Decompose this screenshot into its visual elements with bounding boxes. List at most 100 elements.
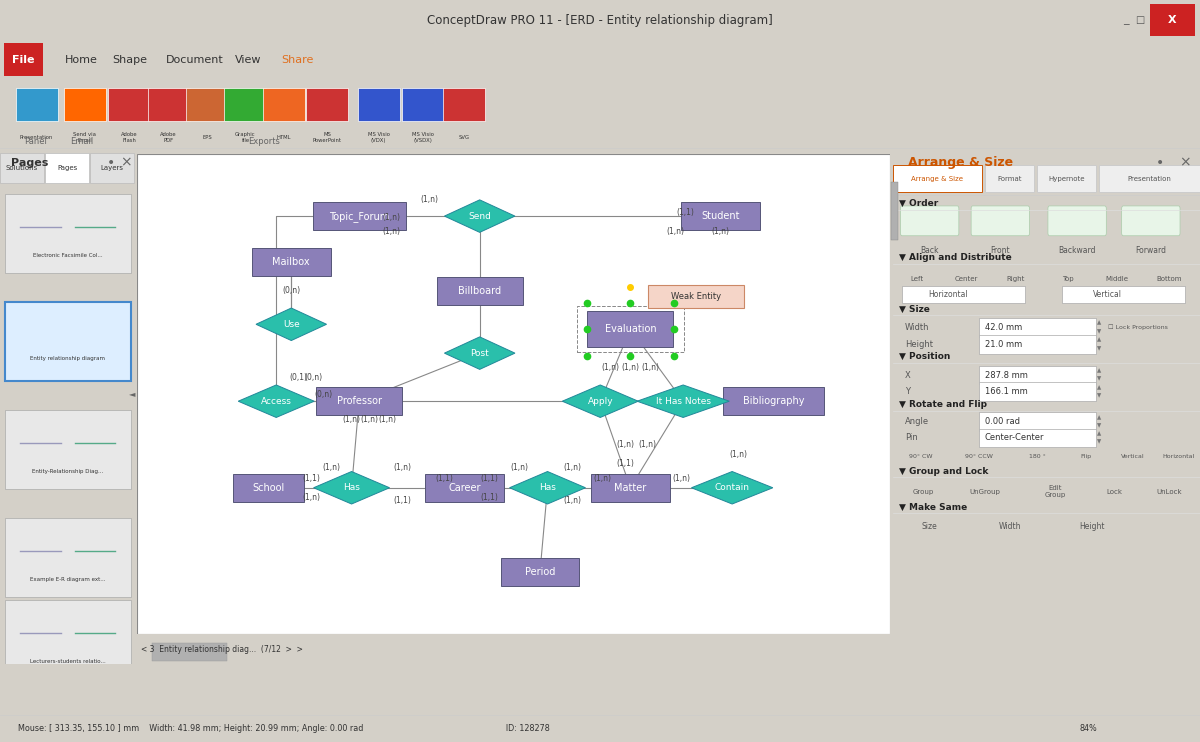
FancyBboxPatch shape <box>4 43 43 76</box>
FancyBboxPatch shape <box>893 165 982 192</box>
Text: It Has Notes: It Has Notes <box>655 397 710 406</box>
Text: Access: Access <box>260 397 292 406</box>
Text: SVG: SVG <box>458 135 469 139</box>
Text: < 3  Entity relationship diag...  (7/12  >  >: < 3 Entity relationship diag... (7/12 > … <box>140 645 302 654</box>
FancyBboxPatch shape <box>1062 286 1184 303</box>
Text: Topic_Forum: Topic_Forum <box>329 211 389 222</box>
Text: Horizontal: Horizontal <box>929 290 968 299</box>
FancyBboxPatch shape <box>5 517 131 597</box>
Text: (0,n): (0,n) <box>314 390 332 399</box>
Text: Layers: Layers <box>101 165 124 171</box>
FancyBboxPatch shape <box>137 154 890 634</box>
Text: (1,n): (1,n) <box>672 473 690 482</box>
FancyBboxPatch shape <box>16 88 58 121</box>
Text: (1,n): (1,n) <box>302 493 320 502</box>
Text: ▲: ▲ <box>1097 415 1100 420</box>
Text: Lecturers-students relatio...: Lecturers-students relatio... <box>30 659 106 664</box>
Text: ▼: ▼ <box>1097 423 1100 428</box>
Text: (1,1): (1,1) <box>394 496 412 505</box>
Polygon shape <box>239 385 314 418</box>
FancyBboxPatch shape <box>90 154 134 183</box>
FancyBboxPatch shape <box>979 382 1096 401</box>
Text: Bottom: Bottom <box>1157 277 1182 283</box>
Text: ▼ Group and Lock: ▼ Group and Lock <box>899 467 989 476</box>
Text: Entity-Relationship Diag...: Entity-Relationship Diag... <box>32 469 103 473</box>
Text: ×: × <box>1178 156 1190 170</box>
Text: (1,1): (1,1) <box>677 208 695 217</box>
FancyBboxPatch shape <box>312 202 406 230</box>
Text: _: _ <box>1123 15 1128 25</box>
FancyBboxPatch shape <box>900 206 959 236</box>
FancyBboxPatch shape <box>892 183 898 240</box>
Text: ▲: ▲ <box>1097 385 1100 390</box>
Text: (0,1): (0,1) <box>290 372 308 381</box>
Text: Front: Front <box>990 246 1010 255</box>
FancyBboxPatch shape <box>902 286 1025 303</box>
Text: □: □ <box>1135 15 1145 25</box>
Text: Center-Center: Center-Center <box>985 433 1044 442</box>
Text: Y: Y <box>905 387 910 396</box>
Text: (1,1): (1,1) <box>480 473 498 482</box>
Text: ▲: ▲ <box>1097 369 1100 373</box>
Text: Forward: Forward <box>1135 246 1166 255</box>
Text: (1,n): (1,n) <box>378 415 396 424</box>
Text: (1,n): (1,n) <box>360 415 378 424</box>
Text: Has: Has <box>343 483 360 492</box>
Text: 0.00 rad: 0.00 rad <box>985 417 1020 426</box>
Text: Height: Height <box>905 340 934 349</box>
Text: Panel: Panel <box>24 137 48 146</box>
Text: ▼: ▼ <box>1097 439 1100 444</box>
FancyBboxPatch shape <box>5 301 131 381</box>
Text: (1,n): (1,n) <box>667 227 685 236</box>
Text: (1,n): (1,n) <box>394 462 412 472</box>
FancyBboxPatch shape <box>186 88 228 121</box>
Text: Presentation: Presentation <box>20 135 53 139</box>
Text: (1,n): (1,n) <box>383 227 401 236</box>
Text: 84%: 84% <box>1080 724 1098 733</box>
Text: Arrange & Size: Arrange & Size <box>908 157 1013 169</box>
Text: Evaluation: Evaluation <box>605 324 656 334</box>
FancyBboxPatch shape <box>979 335 1096 353</box>
Text: X: X <box>905 370 911 380</box>
Text: Presentation: Presentation <box>1127 176 1171 182</box>
Polygon shape <box>510 471 586 504</box>
Text: Email: Email <box>70 137 94 146</box>
FancyBboxPatch shape <box>5 194 131 273</box>
Text: ☐ Lock Proportions: ☐ Lock Proportions <box>1108 324 1168 330</box>
FancyBboxPatch shape <box>971 206 1030 236</box>
Text: UnLock: UnLock <box>1157 489 1182 495</box>
Polygon shape <box>637 385 730 418</box>
Text: (1,1): (1,1) <box>302 473 320 482</box>
FancyBboxPatch shape <box>724 387 823 416</box>
Text: ConceptDraw PRO 11 - [ERD - Entity relationship diagram]: ConceptDraw PRO 11 - [ERD - Entity relat… <box>427 13 773 27</box>
FancyBboxPatch shape <box>0 154 44 183</box>
Text: ×: × <box>120 156 132 170</box>
Text: (1,n): (1,n) <box>594 473 612 482</box>
Text: 180 °: 180 ° <box>1028 454 1045 459</box>
Text: ▲: ▲ <box>1097 431 1100 436</box>
FancyBboxPatch shape <box>985 165 1034 192</box>
Text: Adobe
PDF: Adobe PDF <box>161 132 176 142</box>
Text: (1,n): (1,n) <box>601 363 619 372</box>
Text: •: • <box>107 156 115 170</box>
FancyBboxPatch shape <box>979 429 1096 447</box>
Text: (1,n): (1,n) <box>342 415 360 424</box>
FancyBboxPatch shape <box>224 88 266 121</box>
Text: Matter: Matter <box>614 483 647 493</box>
Text: Mailbox: Mailbox <box>272 257 310 267</box>
Text: Horizontal: Horizontal <box>1163 454 1195 459</box>
Text: MS
PowerPoint: MS PowerPoint <box>312 132 342 142</box>
FancyBboxPatch shape <box>1099 165 1200 192</box>
Text: Send via
Email: Send via Email <box>73 132 96 142</box>
Text: Graphic
file: Graphic file <box>235 132 256 142</box>
FancyBboxPatch shape <box>648 286 744 309</box>
Text: (0,n): (0,n) <box>305 372 323 381</box>
FancyBboxPatch shape <box>64 88 106 121</box>
Text: School: School <box>252 483 284 493</box>
Text: Example E-R diagram ext...: Example E-R diagram ext... <box>30 577 106 582</box>
FancyBboxPatch shape <box>263 88 305 121</box>
Text: (1,n): (1,n) <box>563 462 581 472</box>
Text: (1,1): (1,1) <box>436 473 454 482</box>
Text: ◄: ◄ <box>130 390 136 398</box>
FancyBboxPatch shape <box>108 88 150 121</box>
